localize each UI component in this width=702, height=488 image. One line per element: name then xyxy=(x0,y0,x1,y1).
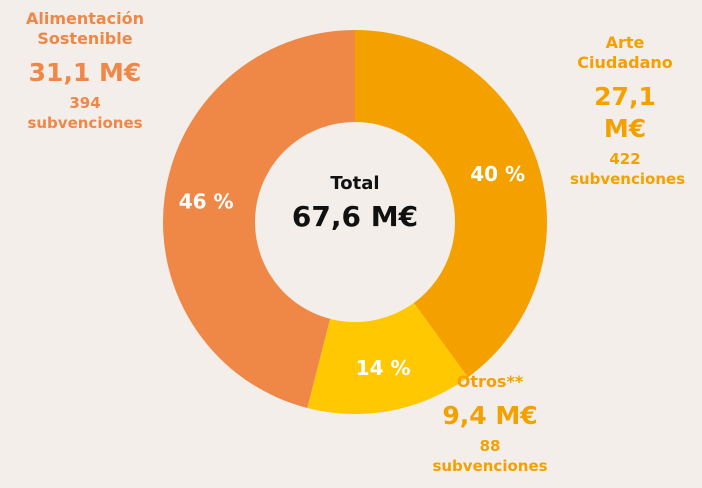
count-unit: subvenciones xyxy=(432,457,548,475)
count-unit: subvenciones xyxy=(27,114,143,132)
hole xyxy=(255,122,455,322)
center-value: 67,6 M€ xyxy=(292,200,418,233)
category-name: Arte Ciudadano xyxy=(577,33,673,72)
category-name: Alimentación Sostenible xyxy=(25,9,145,48)
category-label: Alimentación Sostenible 31,1 M€ 394 subvenc… xyxy=(5,9,165,133)
amount-label: 9,4 M€ xyxy=(442,401,538,430)
percent-label: 40 % xyxy=(470,162,525,186)
count-label: 422 xyxy=(609,150,641,168)
count-unit: subvenciones xyxy=(570,170,686,188)
count-label: 88 xyxy=(479,437,501,455)
category-name: Otros** xyxy=(456,372,524,391)
percent-label: 14 % xyxy=(356,356,411,380)
category-label: Otros** 9,4 M€ 88 subvenciones xyxy=(415,372,565,476)
amount-label: 31,1 M€ xyxy=(28,58,142,87)
amount-label: 27,1 M€ xyxy=(594,82,656,143)
center-title: Total xyxy=(330,173,379,194)
percent-label: 46 % xyxy=(179,190,234,214)
category-label: Arte Ciudadano 27,1 M€ 422 subvenciones xyxy=(570,33,686,189)
count-label: 394 xyxy=(69,94,101,112)
